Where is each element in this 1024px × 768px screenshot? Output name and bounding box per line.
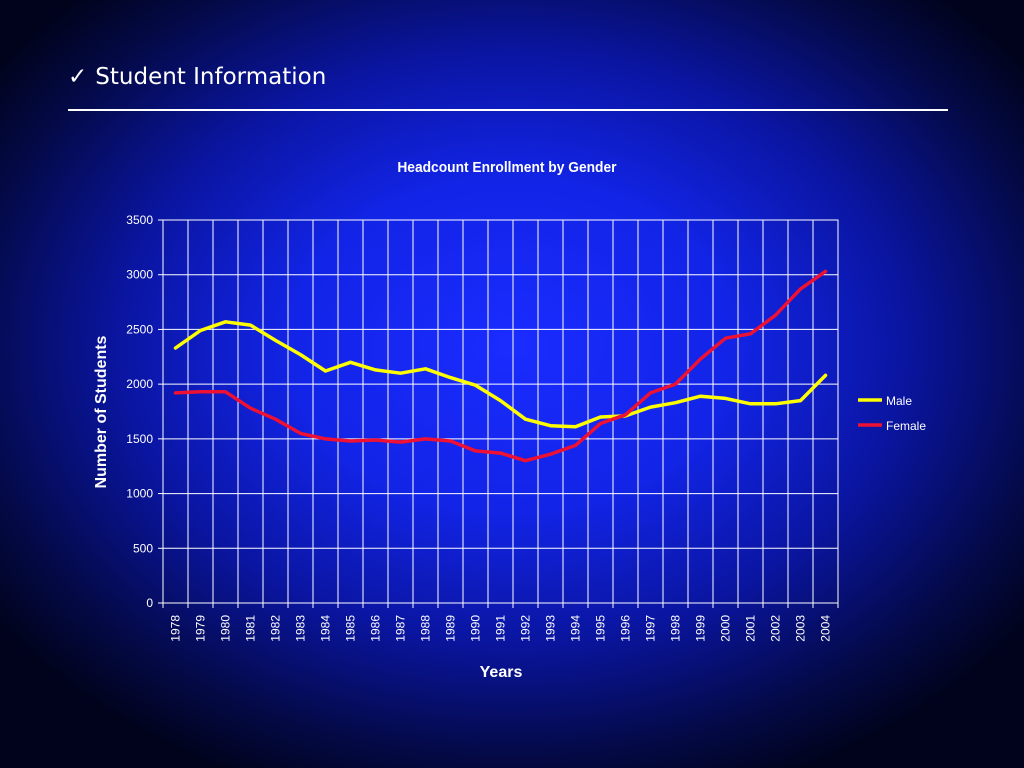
series-line-male xyxy=(173,320,828,429)
x-tick-label: 2002 xyxy=(769,615,783,642)
x-tick-label: 1991 xyxy=(494,615,508,642)
y-tick-label: 0 xyxy=(146,596,153,610)
x-tick-label: 1982 xyxy=(269,615,283,642)
x-tick-label: 1987 xyxy=(394,615,408,642)
x-tick-label: 1997 xyxy=(644,615,658,642)
legend-layer: Male Female xyxy=(858,394,926,433)
x-tick-label: 2000 xyxy=(719,615,733,642)
x-tick-label: 1978 xyxy=(169,615,183,642)
slide-title: ✓ Student Information xyxy=(68,64,326,90)
x-tick-label: 1995 xyxy=(594,615,608,642)
x-tick-label: 1980 xyxy=(219,615,233,642)
x-tick-label: 1979 xyxy=(194,615,208,642)
x-tick-label: 2001 xyxy=(744,615,758,642)
chart-title: Headcount Enrollment by Gender xyxy=(397,160,617,177)
x-tick-label: 1989 xyxy=(444,615,458,642)
x-tick-label: 1983 xyxy=(294,615,308,642)
title-divider xyxy=(68,109,948,111)
y-tick-label: 3500 xyxy=(126,213,153,227)
y-tick-label: 2500 xyxy=(126,322,153,336)
y-axis-label: Number of Students xyxy=(93,335,110,488)
series-layer xyxy=(173,269,828,463)
y-tick-label: 500 xyxy=(133,541,153,555)
axis-layer: 0 500 1000 1500 2000 2500 3000 3500 1978 1979 1980… xyxy=(126,213,839,642)
x-tick-label: 1984 xyxy=(319,615,333,642)
x-tick-label: 1996 xyxy=(619,615,633,642)
x-tick-label: 1981 xyxy=(244,615,258,642)
x-tick-label: 1994 xyxy=(569,615,583,642)
x-tick-label: 1993 xyxy=(544,615,558,642)
x-tick-label: 1998 xyxy=(669,615,683,642)
checkmark-icon: ✓ xyxy=(68,64,88,90)
x-tick-label: 1986 xyxy=(369,615,383,642)
slide-title-text: Student Information xyxy=(95,64,327,90)
grid-layer xyxy=(162,219,839,604)
x-tick-label: 1999 xyxy=(694,615,708,642)
y-tick-label: 1000 xyxy=(126,487,153,501)
x-tick-label: 1992 xyxy=(519,615,533,642)
legend-label-female: Female xyxy=(886,419,926,433)
x-tick-label: 2004 xyxy=(819,615,833,642)
x-tick-label: 1985 xyxy=(344,615,358,642)
x-tick-label: 1988 xyxy=(419,615,433,642)
x-tick-label: 2003 xyxy=(794,615,808,642)
x-axis-label: Years xyxy=(480,664,523,681)
y-tick-label: 1500 xyxy=(126,432,153,446)
series-line-female xyxy=(173,269,828,463)
x-tick-label: 1990 xyxy=(469,615,483,642)
plot-area-border xyxy=(162,219,839,604)
legend-label-male: Male xyxy=(886,394,912,408)
y-tick-label: 3000 xyxy=(126,268,153,282)
y-tick-label: 2000 xyxy=(126,377,153,391)
